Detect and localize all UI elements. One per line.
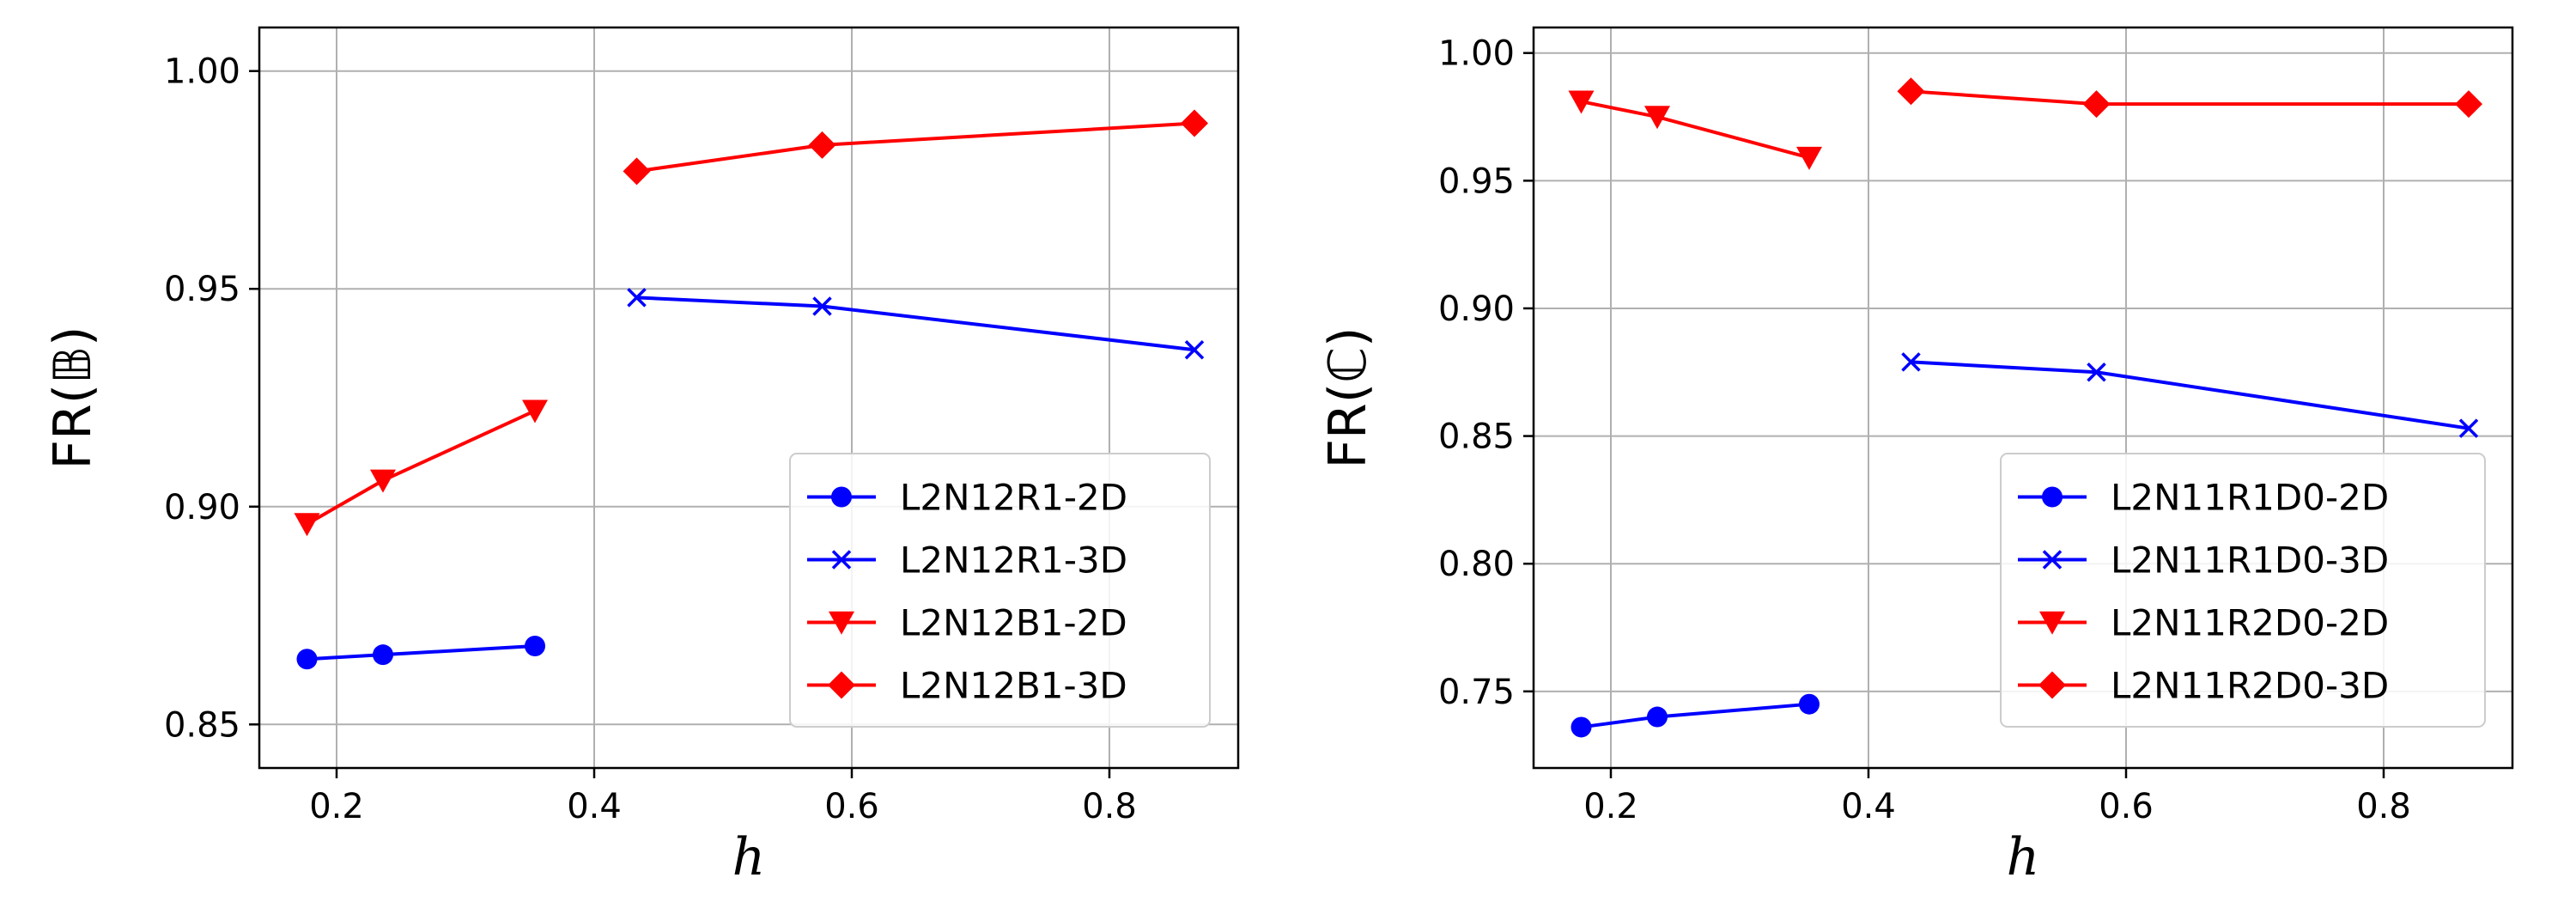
y-tick-label: 0.80 [1438,545,1515,584]
data-point-L2N12R1-2D [296,649,318,670]
series-line-L2N11R1D0-3D [1911,360,2470,430]
legend-marker-L2N12R1-3D [831,550,852,570]
legend-label-L2N11R2D0-2D: L2N11R2D0-2D [2111,602,2389,644]
y-axis-label: FR(𝔹) [43,326,103,470]
data-point-L2N12R1-3D [812,296,832,316]
data-point-L2N12R1-2D [525,636,545,657]
x-tick-label: 0.4 [1841,787,1896,826]
legend-marker-L2N11R2D0-3D [2038,671,2066,699]
data-point-L2N11R1D0-2D [1571,716,1592,738]
legend-marker-L2N11R1D0-2D [2042,486,2063,508]
y-tick-label: 0.75 [1438,673,1515,712]
legend-label-L2N12B1-2D: L2N12B1-2D [900,602,1127,644]
plot-frame [258,26,1240,770]
legend-marker-L2N11R2D0-2D [2039,611,2065,635]
data-point-L2N11R2D0-3D [2082,90,2111,119]
x-tick-label: 0.8 [1082,787,1137,826]
legend-label-L2N12R1-2D: L2N12R1-2D [900,477,1127,519]
x-tick-label: 0.8 [2356,787,2411,826]
data-point-L2N12B1-2D [370,469,396,493]
legend: L2N11R1D0-2D L2N11R1D0-3D L2N11R2D0-2D L2N1… [2000,453,2486,728]
data-point-L2N12B1-2D [522,399,548,424]
y-tick-label: 0.85 [1438,417,1515,457]
data-point-L2N11R1D0-3D [2458,418,2479,438]
series-line-L2N11R2D0-3D [1911,89,2469,107]
data-point-L2N11R1D0-2D [1799,693,1820,715]
legend: L2N12R1-2D L2N12R1-3D L2N12B1-2D L2N12B1-3D [789,453,1211,728]
series-line-L2N11R2D0-2D [1581,100,1810,160]
y-axis-label: FR(ℂ) [1318,327,1378,469]
plot-frame [1532,26,2514,770]
y-tick-label: 0.90 [164,488,240,527]
x-tick-label: 0.6 [2099,787,2154,826]
legend-label-L2N11R2D0-3D: L2N11R2D0-3D [2111,665,2389,707]
series-line-L2N11R1D0-2D [1581,702,1810,729]
x-axis-label: h [732,827,766,887]
x-tick-label: 0.2 [309,787,364,826]
legend-label-L2N12R1-3D: L2N12R1-3D [900,539,1127,582]
y-tick-label: 0.85 [164,705,240,745]
legend-box [789,453,1211,728]
x-tick-label: 0.6 [824,787,879,826]
series-line-L2N12R1-2D [307,644,536,661]
series-line-L2N12B1-3D [636,121,1195,174]
y-tick-label: 1.00 [164,52,240,92]
y-tick-label: 0.95 [1438,162,1515,201]
x-tick-label: 0.4 [567,787,622,826]
legend-label-L2N11R1D0-3D: L2N11R1D0-3D [2111,539,2389,582]
legend-marker-L2N12R1-2D [831,486,852,508]
data-point-L2N12R1-3D [1184,339,1205,360]
legend-marker-L2N12B1-2D [829,611,854,635]
left-chart-panel: 0.2 0.4 0.6 0.8 0.85 0.90 0.95 1.00 h FR(𝔹) L2N12R… [43,26,1240,887]
y-tick-label: 0.95 [164,270,240,309]
data-point-L2N11R2D0-2D [1644,106,1670,130]
y-tick-label: 1.00 [1438,34,1515,74]
data-point-L2N12B1-3D [1181,109,1208,137]
y-tick-label: 0.90 [1438,289,1515,329]
right-chart-panel: 0.2 0.4 0.6 0.8 0.75 0.80 0.85 0.90 0.95 1.00 h FR(… [1318,26,2514,887]
data-point-L2N11R1D0-3D [2087,363,2106,382]
data-point-L2N11R2D0-2D [1796,146,1822,170]
data-point-L2N12R1-2D [373,644,393,666]
data-point-L2N11R2D0-3D [1897,77,1925,106]
data-point-L2N11R1D0-2D [1647,706,1668,728]
legend-label-L2N11R1D0-2D: L2N11R1D0-2D [2111,477,2389,519]
legend-label-L2N12B1-3D: L2N12B1-3D [900,665,1127,707]
data-point-L2N12B1-3D [623,157,651,186]
data-point-L2N12B1-2D [294,513,320,537]
data-point-L2N12B1-3D [808,131,836,159]
data-point-L2N11R2D0-3D [2455,90,2482,119]
legend-marker-L2N11R1D0-3D [2042,550,2063,570]
legend-marker-L2N12B1-3D [828,671,855,699]
data-point-L2N11R1D0-3D [1901,352,1921,372]
x-tick-label: 0.2 [1583,787,1638,826]
legend-box [2000,453,2486,728]
x-axis-label: h [2007,827,2040,887]
series-line-L2N12R1-3D [636,296,1195,352]
data-point-L2N12R1-3D [627,288,647,308]
data-point-L2N11R2D0-2D [1568,90,1595,114]
